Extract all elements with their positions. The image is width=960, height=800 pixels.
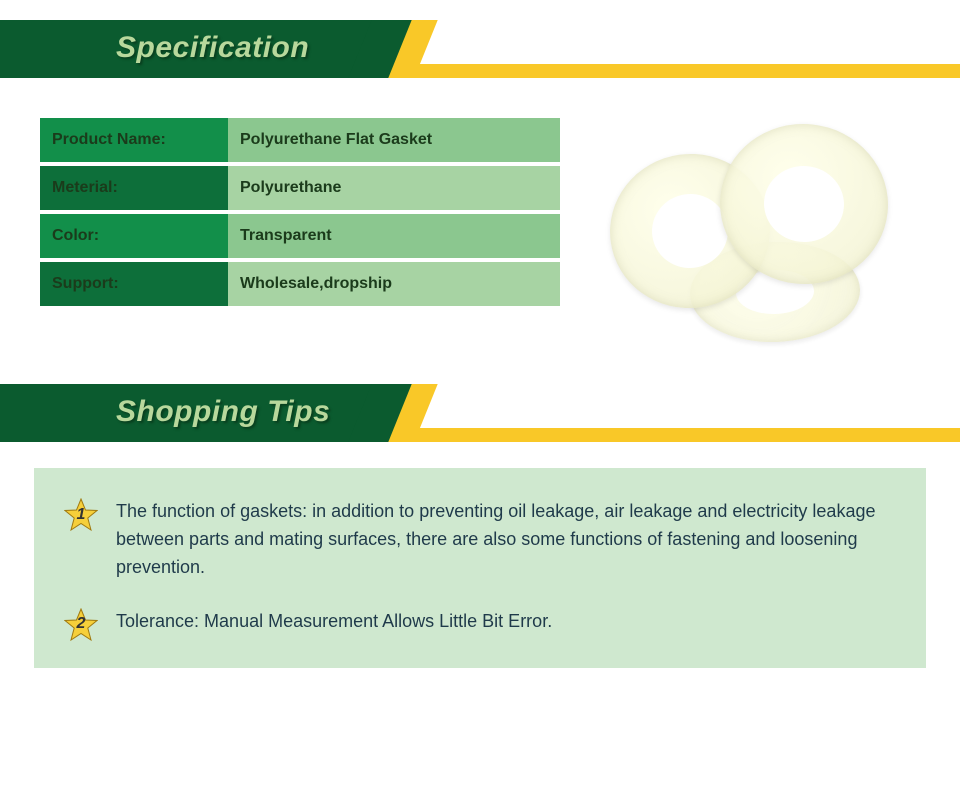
specification-table: Product Name: Polyurethane Flat Gasket M…	[40, 114, 560, 310]
spec-value: Wholesale,dropship	[228, 262, 560, 306]
spec-label: Support:	[40, 262, 228, 306]
table-row: Support: Wholesale,dropship	[40, 262, 560, 306]
shopping-tips-panel: 1 The function of gaskets: in addition t…	[34, 468, 926, 668]
tip-item: 1 The function of gaskets: in addition t…	[64, 498, 896, 582]
table-row: Color: Transparent	[40, 214, 560, 258]
spec-value: Transparent	[228, 214, 560, 258]
tip-text: The function of gaskets: in addition to …	[116, 498, 896, 582]
header-underline	[392, 64, 960, 78]
section-title: Specification	[116, 20, 309, 78]
section-header-specification: Specification	[0, 20, 960, 78]
spec-value: Polyurethane	[228, 166, 560, 210]
star-badge: 1	[64, 498, 98, 532]
section-header-shopping-tips: Shopping Tips	[0, 384, 960, 442]
spec-value: Polyurethane Flat Gasket	[228, 118, 560, 162]
spec-label: Meterial:	[40, 166, 228, 210]
tip-number: 1	[77, 503, 86, 528]
tip-item: 2 Tolerance: Manual Measurement Allows L…	[64, 608, 896, 642]
spec-label: Product Name:	[40, 118, 228, 162]
spec-label: Color:	[40, 214, 228, 258]
table-row: Meterial: Polyurethane	[40, 166, 560, 210]
section-title: Shopping Tips	[116, 384, 330, 442]
table-row: Product Name: Polyurethane Flat Gasket	[40, 118, 560, 162]
star-badge: 2	[64, 608, 98, 642]
product-image	[600, 114, 920, 334]
specification-content: Product Name: Polyurethane Flat Gasket M…	[0, 78, 960, 364]
tip-number: 2	[77, 612, 86, 637]
tip-text: Tolerance: Manual Measurement Allows Lit…	[116, 608, 552, 636]
header-underline	[392, 428, 960, 442]
